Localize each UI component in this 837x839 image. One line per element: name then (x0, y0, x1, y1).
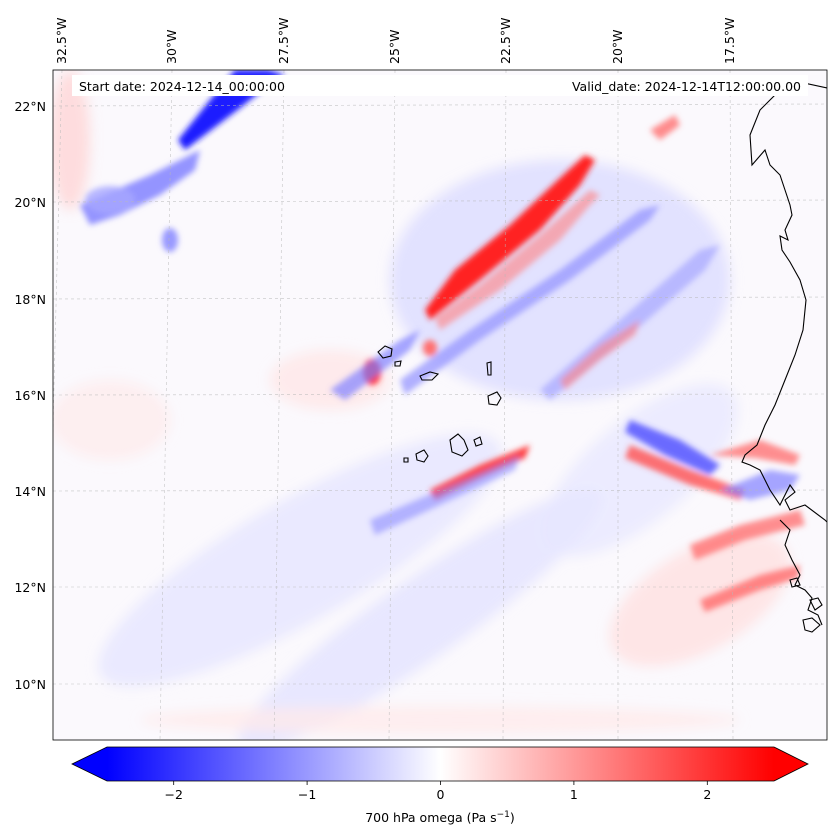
strong-descent-band (425, 155, 595, 320)
map-panel: Start date: 2024-12-14_00:00:00 Valid_da… (53, 70, 827, 740)
colorbar-tick-label: 2 (703, 787, 711, 802)
longitude-labels: 32.5°W 30°W 27.5°W 25°W 22.5°W 20°W 17.5… (54, 18, 737, 64)
colorbar-tick-label: −1 (298, 787, 316, 802)
colorbar-label-exponent: −1 (497, 810, 510, 820)
gridline-lon (159, 70, 173, 740)
lon-label: 17.5°W (722, 18, 737, 64)
colorbar-label: 700 hPa omega (Pa s−1) (365, 810, 515, 825)
lat-label: 20°N (14, 195, 46, 210)
valid-date-label: Valid_date: 2024-12-14T12:00:00.00 (572, 79, 801, 94)
ascent-streak (330, 330, 420, 400)
weak-ascent-region (238, 489, 602, 740)
descent-band (435, 190, 600, 330)
gridline-lon (388, 70, 396, 740)
island-coastline (802, 617, 821, 633)
island-coastline (809, 597, 823, 611)
colorbar-ticks: −2 −1 0 1 2 (164, 781, 711, 802)
africa-coastline (741, 79, 827, 523)
lon-label: 22.5°W (498, 18, 513, 64)
latitude-labels: 22°N 20°N 18°N 16°N 14°N 12°N 10°N (14, 99, 46, 692)
weak-descent-region (53, 380, 170, 460)
colorbar-extend-low (72, 747, 107, 781)
descent-streak (690, 510, 805, 560)
ascent-streak (625, 420, 720, 475)
island-coastline (789, 577, 801, 588)
africa-coastline (779, 519, 823, 626)
lat-label: 10°N (14, 677, 46, 692)
island-coastline (473, 436, 483, 447)
descent-streak (710, 440, 800, 465)
colorbar-tick-label: 0 (437, 787, 445, 802)
lon-label: 32.5°W (54, 18, 69, 64)
ascent-streak (400, 205, 660, 395)
colorbar-label-text: 700 hPa omega (Pa s (365, 810, 496, 825)
island-coastline (415, 449, 429, 463)
gridline-lon (502, 70, 507, 740)
lat-label: 12°N (14, 580, 46, 595)
colorbar-tick-label: −2 (164, 787, 182, 802)
island-coastline (394, 360, 402, 367)
omega-field-background (53, 70, 791, 740)
gridline-lon (729, 70, 734, 740)
weak-ascent-region (98, 433, 502, 687)
colorbar-outline (71, 746, 809, 782)
lon-label: 30°W (164, 29, 179, 64)
lat-label: 14°N (14, 484, 46, 499)
ascent-patch (162, 228, 178, 252)
lon-label: 25°W (387, 29, 402, 64)
descent-streak (625, 445, 745, 500)
ascent-streak (720, 470, 800, 500)
colorbar: −2 −1 0 1 2 700 hPa omega (Pa s−1) (71, 746, 809, 825)
weak-descent-region (270, 350, 390, 410)
colorbar-label-close: ) (510, 810, 515, 825)
ascent-streak (370, 455, 520, 535)
lon-label: 20°W (610, 29, 625, 64)
lon-label: 27.5°W (276, 18, 291, 64)
descent-streak (650, 115, 680, 140)
descent-streak (560, 320, 640, 390)
weak-descent-region (140, 706, 740, 734)
island-coastline (449, 433, 469, 457)
info-label-background (72, 75, 808, 96)
lat-label: 16°N (14, 388, 46, 403)
lat-label: 22°N (14, 99, 46, 114)
island-coastline (403, 457, 409, 463)
island-coastline (419, 371, 440, 381)
descent-patch (423, 340, 437, 356)
island-coastline (487, 391, 502, 406)
island-coastline (377, 345, 393, 359)
start-date-label: Start date: 2024-12-14_00:00:00 (79, 79, 285, 94)
ascent-patch (85, 186, 135, 214)
weak-ascent-region (542, 383, 738, 557)
lat-label: 18°N (14, 292, 46, 307)
weak-ascent-region (53, 70, 90, 210)
colorbar-extend-high (774, 747, 808, 781)
descent-streak (700, 565, 800, 612)
island-coastline (486, 361, 492, 376)
colorbar-tick-label: 1 (570, 787, 578, 802)
coastlines (377, 79, 827, 633)
gridlines (53, 70, 827, 740)
omega-field-streaks (80, 70, 805, 612)
colorbar-body (107, 747, 774, 781)
map-frame (52, 69, 828, 741)
gridline-lon (273, 70, 285, 740)
